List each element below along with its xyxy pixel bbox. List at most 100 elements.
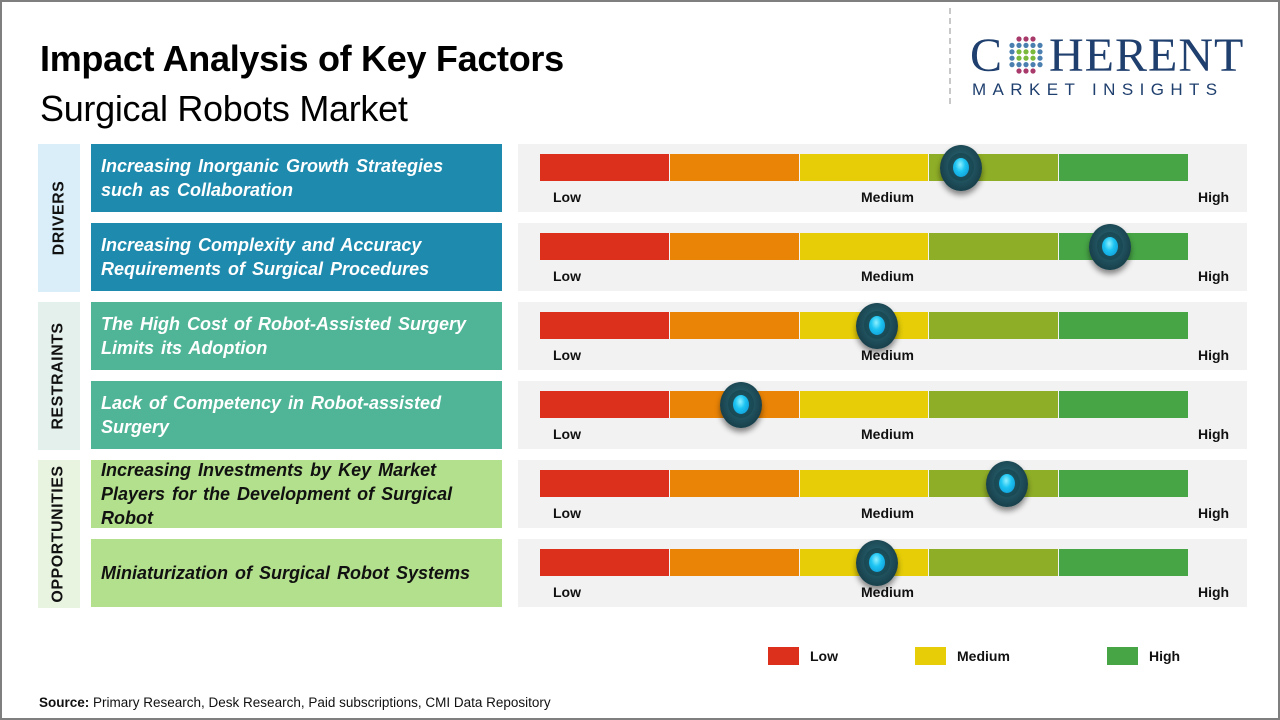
gauge-label-medium: Medium [861, 426, 914, 442]
gauge-knob-icon [985, 461, 1028, 507]
globe-dots-icon [1009, 36, 1043, 74]
globe-dot [1037, 42, 1043, 48]
factor-label: Increasing Inorganic Growth Strategies s… [91, 144, 502, 212]
gauge-segment [799, 470, 930, 497]
globe-dot [1030, 36, 1036, 42]
globe-dot [1009, 42, 1015, 48]
gauge-knob-icon [855, 540, 898, 586]
header-divider [949, 8, 951, 104]
globe-dot [1016, 68, 1022, 74]
gauge-knob-icon [940, 145, 983, 191]
impact-gauge: Low Medium High [518, 381, 1247, 449]
gauge-label-medium: Medium [861, 584, 914, 600]
logo-wordmark: C HERENT [970, 32, 1244, 80]
globe-dot [1037, 55, 1043, 61]
gauge-label-medium: Medium [861, 347, 914, 363]
gauge-knob-icon [719, 382, 762, 428]
globe-dot [1030, 55, 1036, 61]
legend-item-low: Low [768, 647, 838, 665]
factor-label: Miniaturization of Surgical Robot System… [91, 539, 502, 607]
gauge-knob-icon [1089, 224, 1132, 270]
logo-tagline: MARKET INSIGHTS [972, 80, 1224, 99]
gauge-label-medium: Medium [861, 505, 914, 521]
gauge-segment [669, 233, 800, 260]
globe-dot [1037, 49, 1043, 55]
gauge-segment [669, 154, 800, 181]
gauge-bar [540, 312, 1188, 339]
gauge-label-high: High [1198, 505, 1230, 521]
gauge-segment [669, 470, 800, 497]
category-label: DRIVERS [50, 180, 67, 256]
globe-dot [1023, 42, 1029, 48]
page-subtitle: Surgical Robots Market [40, 88, 408, 129]
legend-label: Low [810, 648, 838, 664]
category-label: RESTRAINTS [50, 322, 68, 430]
factor-label: Increasing Investments by Key Market Pla… [91, 460, 502, 528]
globe-dot [1023, 36, 1029, 42]
globe-dot [1023, 49, 1029, 55]
gauge-bar [540, 470, 1188, 497]
impact-gauge: Low Medium High [518, 302, 1247, 370]
globe-dot [1030, 42, 1036, 48]
globe-dot [1016, 36, 1022, 42]
gauge-label-high: High [1198, 189, 1230, 205]
globe-dot [1009, 55, 1015, 61]
gauge-segment [929, 391, 1060, 418]
globe-dot [1009, 62, 1015, 68]
factor-label: Lack of Competency in Robot-assisted Sur… [91, 381, 502, 449]
globe-dot [1016, 55, 1022, 61]
gauge-knob-icon [855, 303, 898, 349]
page-title: Impact Analysis of Key Factors [40, 38, 564, 79]
source-note: Source: Primary Research, Desk Research,… [39, 695, 551, 710]
gauge-segment [540, 470, 670, 497]
gauge-label-low: Low [553, 268, 581, 284]
gauge-segment [929, 233, 1060, 260]
gauge-segment [929, 312, 1060, 339]
gauge-bar [540, 391, 1188, 418]
gauge-segment [1059, 391, 1188, 418]
gauge-segment [540, 233, 670, 260]
legend-swatch-medium [915, 647, 946, 665]
gauge-segment [1059, 154, 1188, 181]
category-label: OPPORTUNITIES [50, 465, 67, 603]
globe-dot [1023, 68, 1029, 74]
source-label: Source: [39, 695, 90, 710]
globe-dot [1030, 49, 1036, 55]
gauge-label-high: High [1198, 584, 1230, 600]
category-opportunities: OPPORTUNITIES [38, 460, 80, 608]
globe-dot [1023, 55, 1029, 61]
gauge-segment [540, 391, 670, 418]
impact-gauge: Low Medium High [518, 539, 1247, 607]
gauge-bar [540, 154, 1188, 181]
logo-word-rest: HERENT [1049, 29, 1245, 82]
legend-item-medium: Medium [915, 647, 1010, 665]
source-text: Primary Research, Desk Research, Paid su… [89, 695, 551, 710]
legend-label: Medium [957, 648, 1010, 664]
globe-dot [1016, 62, 1022, 68]
impact-gauge: Low Medium High [518, 223, 1247, 291]
gauge-label-low: Low [553, 426, 581, 442]
gauge-segment [540, 549, 670, 576]
gauge-label-high: High [1198, 347, 1230, 363]
gauge-segment [799, 391, 930, 418]
globe-dot [1023, 62, 1029, 68]
legend-swatch-high [1107, 647, 1138, 665]
gauge-segment [1059, 312, 1188, 339]
gauge-segment [669, 549, 800, 576]
legend-item-high: High [1107, 647, 1180, 665]
gauge-segment [799, 154, 930, 181]
gauge-label-low: Low [553, 584, 581, 600]
impact-gauge: Low Medium High [518, 144, 1247, 212]
globe-dot [1016, 42, 1022, 48]
gauge-label-low: Low [553, 505, 581, 521]
gauge-label-low: Low [553, 347, 581, 363]
gauge-segment [799, 233, 930, 260]
company-logo: C HERENT MARKET INSIGHTS [970, 32, 1270, 102]
gauge-segment [540, 312, 670, 339]
category-restraints: RESTRAINTS [38, 302, 80, 450]
gauge-label-low: Low [553, 189, 581, 205]
globe-dot [1030, 62, 1036, 68]
globe-dot [1016, 49, 1022, 55]
globe-dot [1037, 62, 1043, 68]
